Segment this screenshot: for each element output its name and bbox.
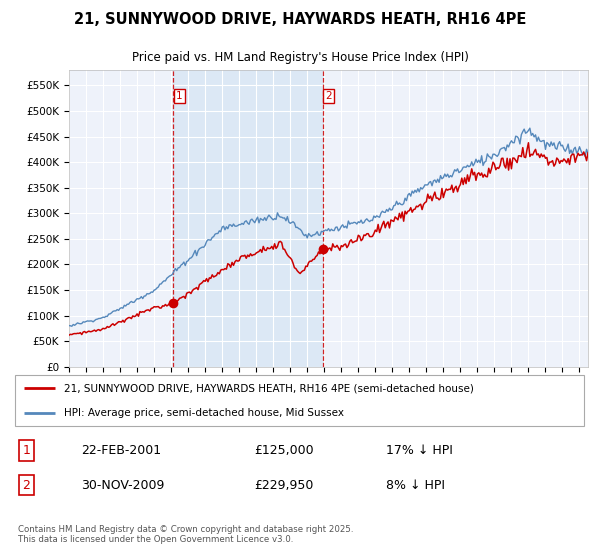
Text: 21, SUNNYWOOD DRIVE, HAYWARDS HEATH, RH16 4PE: 21, SUNNYWOOD DRIVE, HAYWARDS HEATH, RH1…	[74, 12, 526, 27]
Text: 1: 1	[176, 91, 182, 101]
Text: Price paid vs. HM Land Registry's House Price Index (HPI): Price paid vs. HM Land Registry's House …	[131, 51, 469, 64]
Text: Contains HM Land Registry data © Crown copyright and database right 2025.
This d: Contains HM Land Registry data © Crown c…	[18, 525, 353, 544]
Text: 21, SUNNYWOOD DRIVE, HAYWARDS HEATH, RH16 4PE (semi-detached house): 21, SUNNYWOOD DRIVE, HAYWARDS HEATH, RH1…	[64, 383, 474, 393]
Text: £125,000: £125,000	[254, 444, 314, 457]
Text: 2: 2	[22, 478, 31, 492]
Text: 1: 1	[22, 444, 31, 457]
Text: 30-NOV-2009: 30-NOV-2009	[81, 478, 164, 492]
Text: 22-FEB-2001: 22-FEB-2001	[81, 444, 161, 457]
FancyBboxPatch shape	[15, 375, 584, 426]
Text: 8% ↓ HPI: 8% ↓ HPI	[386, 478, 445, 492]
Text: 2: 2	[325, 91, 332, 101]
Text: HPI: Average price, semi-detached house, Mid Sussex: HPI: Average price, semi-detached house,…	[64, 408, 344, 418]
Bar	[173, 70, 323, 367]
Text: £229,950: £229,950	[254, 478, 313, 492]
Text: 17% ↓ HPI: 17% ↓ HPI	[386, 444, 453, 457]
